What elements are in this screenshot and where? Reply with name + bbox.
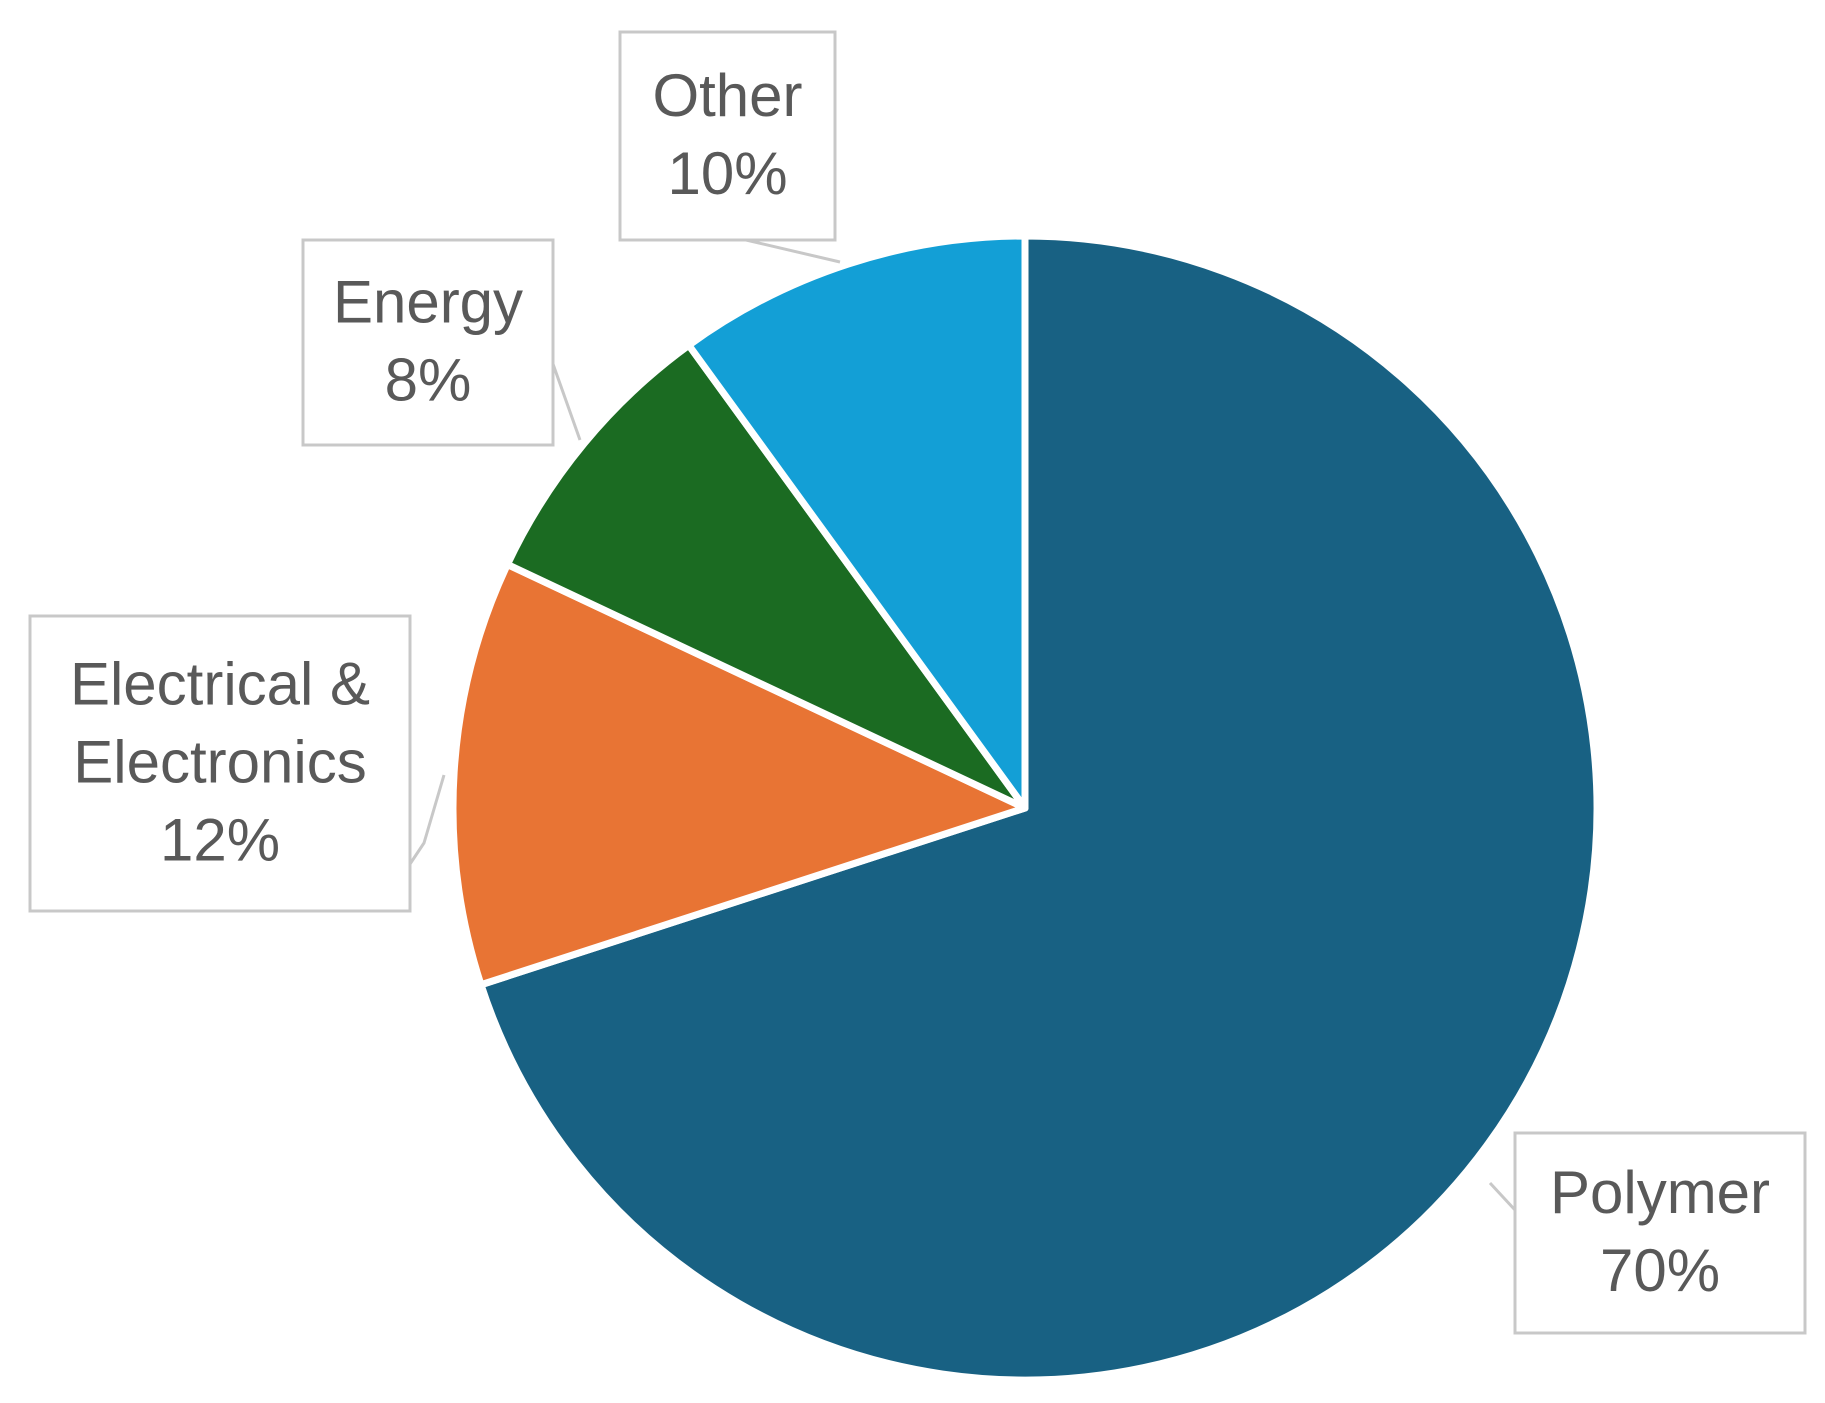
pie-slice-energy	[503, 341, 1029, 812]
data-label-value: 12%	[160, 807, 280, 874]
data-label-category: Energy	[333, 269, 523, 336]
leader-line-other	[745, 238, 841, 264]
data-label-value: 70%	[1600, 1237, 1720, 1304]
data-label-box	[618, 30, 837, 242]
data-label-polymer: Polymer 70%	[1513, 1131, 1807, 1335]
data-labels: Polymer 70% Electrical & Electronics 12% Ener…	[28, 30, 1807, 1335]
data-label-electrical-electronics: Electrical & Electronics 12%	[28, 614, 412, 913]
pie-slices	[449, 232, 1601, 1384]
leader-line-electrical-electronics	[408, 774, 446, 865]
data-label-box	[28, 614, 412, 913]
pie-slice-polymer	[477, 232, 1601, 1384]
data-label-other: Other 10%	[618, 30, 837, 242]
data-label-category: Polymer	[1550, 1159, 1770, 1226]
data-label-value: 10%	[667, 140, 787, 207]
data-label-box	[301, 238, 555, 447]
data-label-category: Other	[652, 62, 802, 129]
data-label-category: Electrical &	[70, 651, 370, 718]
label-leader-lines	[408, 238, 1517, 1212]
data-label-box	[1513, 1131, 1807, 1335]
pie-slice-electrical-electronics	[449, 560, 1029, 989]
leader-line-polymer	[1488, 1181, 1517, 1212]
data-label-value: 8%	[385, 347, 472, 414]
data-label-energy: Energy 8%	[301, 238, 555, 447]
leader-line-energy	[551, 363, 582, 441]
pie-slice-other	[685, 232, 1029, 812]
data-label-category: Electronics	[73, 729, 366, 796]
